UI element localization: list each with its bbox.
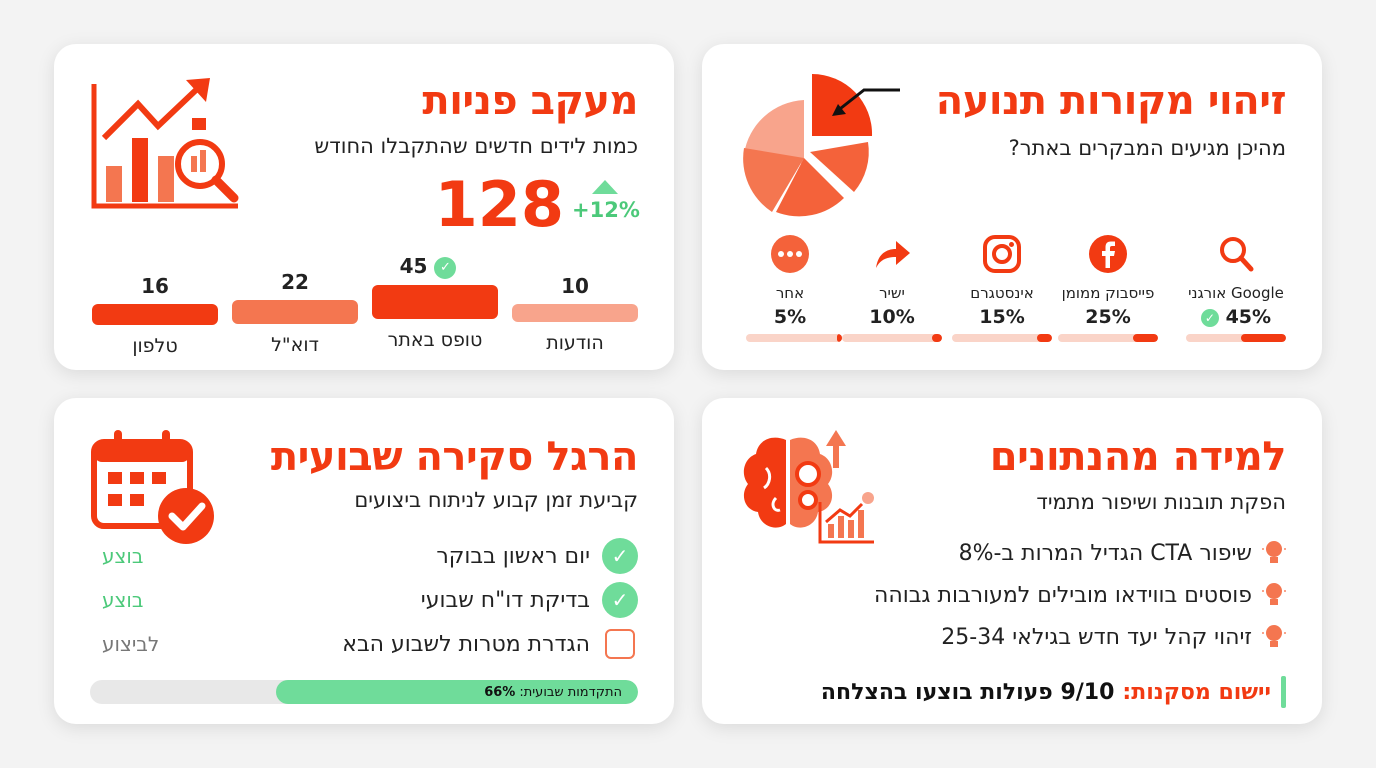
source-name: אינסטגרם — [970, 284, 1034, 302]
source-name: Google אורגני — [1188, 284, 1284, 302]
channel-bar — [512, 304, 638, 322]
source-pct: 10% — [869, 306, 915, 328]
insight-item: זיהוי קהל יעד חדש בגילאי 25-34 — [941, 618, 1286, 656]
calendar-check-icon — [91, 430, 214, 544]
task-status: בוצע — [102, 588, 144, 612]
channel-value: 10 — [561, 274, 589, 298]
lightbulb-icon — [1262, 541, 1286, 563]
channel-bar — [232, 300, 358, 324]
lightbulb-icon — [1262, 583, 1286, 605]
check-circle-icon: ✓ — [602, 538, 638, 574]
task-text: בדיקת דו"ח שבועי — [420, 587, 590, 613]
channel-column: 45 ✓ טופס באתר — [372, 254, 498, 351]
channel-label: הודעות — [546, 332, 604, 354]
instagram-icon — [983, 235, 1021, 273]
leads-change: +12% — [572, 198, 640, 222]
channel-column: 10 הודעות — [512, 274, 638, 354]
source-progress-bar — [952, 334, 1052, 342]
source-progress-fill — [1241, 334, 1286, 342]
insight-text: זיהוי קהל יעד חדש בגילאי 25-34 — [941, 624, 1252, 650]
channel-value: 16 — [141, 274, 169, 298]
insight-text: פוסטים בווידאו מובילים למעורבות גבוהה — [873, 582, 1252, 608]
weekly-review-card: הרגל סקירה שבועית קביעת זמן קבוע לניתוח … — [54, 398, 674, 724]
insight-item: שיפור CTA הגדיל המרות ב-8% — [959, 534, 1286, 572]
task-status: לביצוע — [102, 632, 160, 656]
source-pct: 25% — [1085, 306, 1131, 328]
triangle-up-icon — [592, 180, 618, 194]
insight-item: פוסטים בווידאו מובילים למעורבות גבוהה — [874, 576, 1286, 614]
conclusion-text: 9/10 פעולות בוצעו בהצלחה — [820, 679, 1115, 705]
task-text: הגדרת מטרות לשבוע הבא — [342, 631, 590, 657]
traffic-subtitle: מהיכן מגיעים המבקרים באתר? — [1008, 136, 1286, 160]
task-item[interactable]: ✓ יום ראשון בבוקר בוצע — [78, 536, 638, 576]
channel-bar — [372, 284, 498, 319]
leads-total: 128 — [434, 168, 564, 241]
source-pct: 15% — [979, 306, 1025, 328]
task-text: יום ראשון בבוקר — [436, 543, 590, 569]
learning-subtitle: הפקת תובנות ושיפור מתמיד — [1036, 490, 1286, 514]
channel-label: טופס באתר — [387, 328, 483, 351]
learning-card: למידה מהנתונים הפקת תובנות ושיפור מתמיד … — [702, 398, 1322, 724]
conclusion-accent — [1281, 676, 1286, 708]
source-name: אחר — [775, 284, 805, 302]
check-icon: ✓ — [434, 256, 457, 279]
facebook-icon — [1089, 235, 1127, 273]
source-progress-fill — [1037, 334, 1052, 342]
source-item: ישיר 10% — [842, 234, 942, 342]
source-item: אינסטגרם 15% — [952, 234, 1052, 342]
channel-column: 16 טלפון — [92, 274, 218, 357]
progress-label: התקדמות שבועית: — [519, 684, 622, 700]
channel-label: טלפון — [132, 335, 178, 357]
source-progress-fill — [837, 334, 842, 342]
lightbulb-icon — [1262, 625, 1286, 647]
analytics-chart-icon — [91, 78, 239, 209]
channel-column: 22 דוא"ל — [232, 270, 358, 356]
source-progress-bar — [1058, 334, 1158, 342]
habit-title: הרגל סקירה שבועית — [270, 434, 639, 480]
check-circle-icon: ✓ — [602, 582, 638, 618]
source-item: Google אורגני 45% ✓ — [1186, 234, 1286, 342]
checkbox-empty-icon[interactable] — [605, 629, 635, 659]
source-item: אחר 5% — [738, 234, 842, 342]
conclusion-row: יישום מסקנות: 9/10 פעולות בוצעו בהצלחה — [821, 676, 1286, 708]
task-status: בוצע — [102, 544, 144, 568]
lead-tracking-card: מעקב פניות כמות לידים חדשים שהתקבלו החוד… — [54, 44, 674, 370]
progress-value: 66% — [484, 684, 516, 700]
channel-value: 22 — [281, 270, 309, 294]
weekly-progress-bar: התקדמות שבועית: 66% — [90, 680, 638, 704]
source-progress-bar — [842, 334, 942, 342]
pie-chart-icon — [743, 73, 900, 217]
source-pct: 5% — [773, 306, 807, 328]
source-progress-fill — [1133, 334, 1158, 342]
habit-subtitle: קביעת זמן קבוע לניתוח ביצועים — [354, 488, 638, 512]
source-progress-bar — [1186, 334, 1286, 342]
channel-value: 45 — [399, 254, 428, 278]
leads-title: מעקב פניות — [422, 78, 638, 124]
share-arrow-icon — [876, 241, 910, 268]
source-name: פייסבוק ממומן — [1061, 284, 1155, 302]
source-item: פייסבוק ממומן 25% — [1058, 234, 1158, 342]
learning-title: למידה מהנתונים — [989, 434, 1287, 480]
search-icon — [1220, 237, 1254, 272]
traffic-sources-card: זיהוי מקורות תנועה מהיכן מגיעים המבקרים … — [702, 44, 1322, 370]
leads-subtitle: כמות לידים חדשים שהתקבלו החודש — [314, 134, 638, 158]
brain-insights-icon — [743, 430, 874, 544]
channel-bar — [92, 304, 218, 325]
source-pct: 45% — [1225, 306, 1272, 328]
insight-text: שיפור CTA הגדיל המרות ב-8% — [958, 540, 1252, 566]
source-progress-bar — [746, 334, 842, 342]
source-name: ישיר — [879, 284, 905, 302]
more-dots-icon — [771, 235, 809, 273]
traffic-title: זיהוי מקורות תנועה — [935, 78, 1287, 124]
task-item[interactable]: הגדרת מטרות לשבוע הבא לביצוע — [78, 624, 638, 664]
channel-label: דוא"ל — [271, 334, 319, 356]
task-item[interactable]: ✓ בדיקת דו"ח שבועי בוצע — [78, 580, 638, 620]
check-icon: ✓ — [1200, 308, 1219, 327]
weekly-progress-fill: התקדמות שבועית: 66% — [276, 680, 638, 704]
conclusion-label: יישום מסקנות: — [1122, 679, 1271, 705]
source-progress-fill — [932, 334, 942, 342]
